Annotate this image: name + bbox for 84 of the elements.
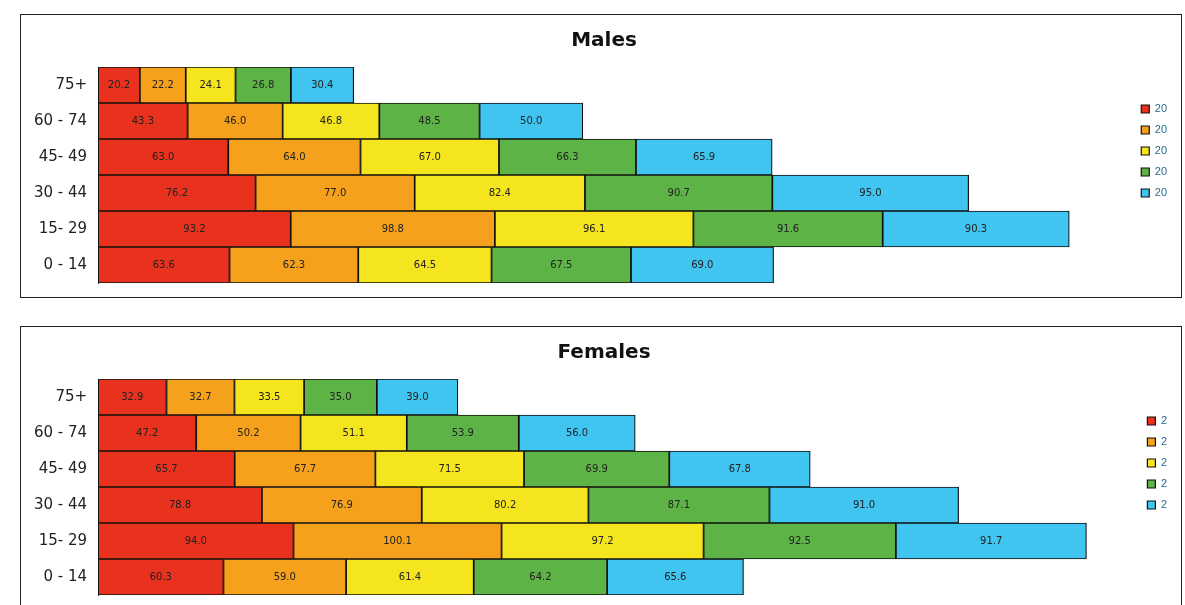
data-label: 48.5 <box>418 114 441 126</box>
data-label: 22.2 <box>151 78 174 90</box>
data-label: 65.9 <box>692 150 716 162</box>
data-label: 93.2 <box>183 222 206 234</box>
data-label: 90.7 <box>667 186 690 198</box>
data-label: 76.9 <box>330 498 353 510</box>
y-tick-label: 30 - 44 <box>34 494 88 513</box>
data-label: 77.0 <box>323 186 347 198</box>
data-label: 60.3 <box>149 570 172 582</box>
y-tick-label: 45- 49 <box>38 458 88 477</box>
legend-label: 2 <box>1160 477 1168 490</box>
data-label: 95.0 <box>859 186 882 198</box>
data-label: 69.9 <box>585 462 608 474</box>
data-label: 63.6 <box>152 258 175 270</box>
data-label: 80.2 <box>493 498 517 510</box>
data-label: 94.0 <box>184 534 207 546</box>
data-label: 92.5 <box>788 534 811 546</box>
data-label: 67.5 <box>550 258 573 270</box>
chart-title: Males <box>571 27 637 52</box>
data-label: 63.0 <box>152 150 175 162</box>
data-label: 90.3 <box>964 222 988 234</box>
data-label: 33.5 <box>258 390 281 402</box>
data-label: 66.3 <box>556 150 579 162</box>
data-label: 24.1 <box>199 78 222 90</box>
y-tick-label: 15- 29 <box>38 218 88 237</box>
data-label: 62.3 <box>282 258 306 270</box>
y-tick-label: 60 - 74 <box>34 422 88 441</box>
data-label: 43.3 <box>131 114 154 126</box>
data-label: 96.1 <box>583 222 606 234</box>
y-tick-label: 60 - 74 <box>34 110 88 129</box>
chart-title: Females <box>557 339 651 364</box>
y-tick-label: 0 - 14 <box>43 566 88 585</box>
data-label: 51.1 <box>342 426 365 438</box>
y-tick-label: 0 - 14 <box>43 254 88 273</box>
data-label: 87.1 <box>667 498 691 510</box>
data-label: 20.2 <box>107 78 131 90</box>
data-label: 59.0 <box>273 570 296 582</box>
data-label: 46.8 <box>319 114 343 126</box>
data-label: 65.7 <box>155 462 178 474</box>
legend-label: 20 <box>1154 102 1168 115</box>
data-label: 35.0 <box>329 390 352 402</box>
data-label: 100.1 <box>383 534 412 546</box>
legend-label: 2 <box>1160 498 1168 511</box>
y-tick-label: 45- 49 <box>38 146 88 165</box>
data-label: 30.4 <box>311 78 334 90</box>
data-label: 67.7 <box>293 462 317 474</box>
data-label: 71.5 <box>438 462 461 474</box>
data-label: 78.8 <box>168 498 192 510</box>
data-label: 39.0 <box>406 390 429 402</box>
data-label: 98.8 <box>381 222 404 234</box>
data-label: 91.7 <box>980 534 1003 546</box>
data-label: 76.2 <box>165 186 188 198</box>
data-label: 46.0 <box>223 114 247 126</box>
legend-label: 2 <box>1160 435 1168 448</box>
data-label: 56.0 <box>565 426 589 438</box>
data-label: 61.4 <box>398 570 422 582</box>
legend-label: 20 <box>1154 123 1168 136</box>
data-label: 32.9 <box>121 390 144 402</box>
data-label: 26.8 <box>252 78 275 90</box>
data-label: 65.6 <box>664 570 687 582</box>
data-label: 91.0 <box>852 498 876 510</box>
y-tick-label: 15- 29 <box>38 530 88 549</box>
data-label: 64.2 <box>529 570 552 582</box>
data-label: 69.0 <box>691 258 714 270</box>
data-label: 82.4 <box>488 186 511 198</box>
legend-label: 2 <box>1160 414 1168 427</box>
data-label: 50.0 <box>520 114 543 126</box>
y-tick-label: 75+ <box>55 386 88 405</box>
legend-label: 20 <box>1154 165 1168 178</box>
data-label: 53.9 <box>451 426 474 438</box>
legend-label: 20 <box>1154 186 1168 199</box>
data-label: 67.8 <box>728 462 751 474</box>
data-label: 67.0 <box>418 150 441 162</box>
data-label: 97.2 <box>591 534 614 546</box>
data-label: 91.6 <box>776 222 800 234</box>
data-label: 32.7 <box>189 390 212 402</box>
legend-label: 20 <box>1154 144 1168 157</box>
y-tick-label: 30 - 44 <box>34 182 88 201</box>
data-label: 47.2 <box>136 426 159 438</box>
data-label: 64.0 <box>283 150 306 162</box>
data-label: 50.2 <box>237 426 260 438</box>
data-label: 64.5 <box>413 258 437 270</box>
legend-label: 2 <box>1160 456 1168 469</box>
y-tick-label: 75+ <box>55 74 88 93</box>
